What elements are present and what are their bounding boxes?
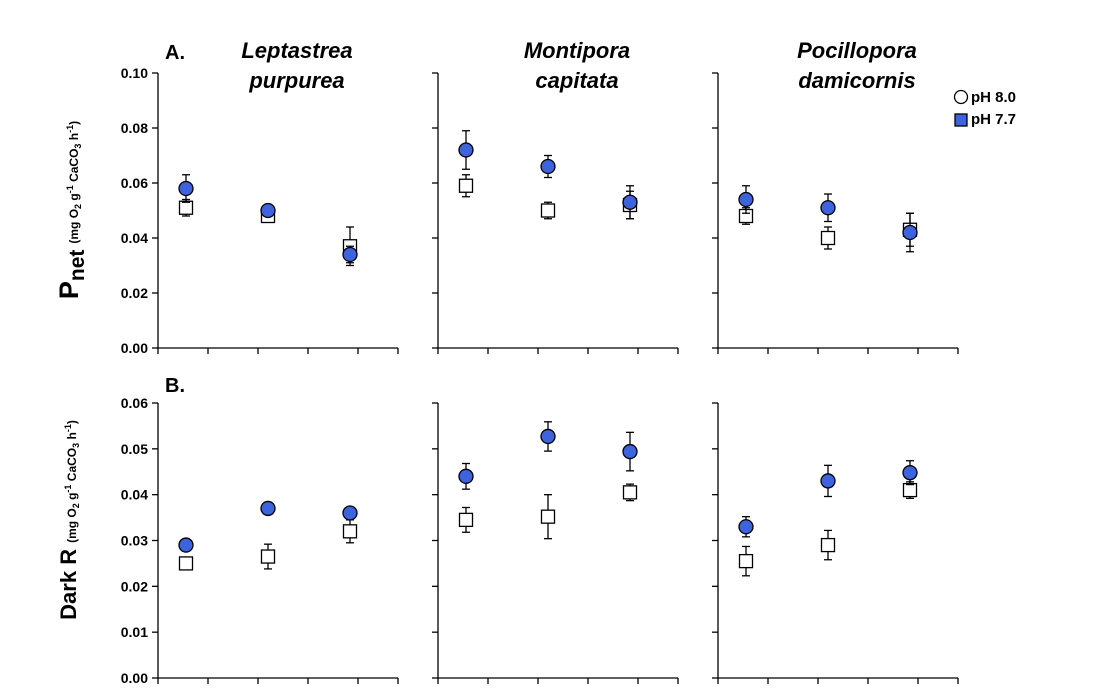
y-tick-label: 0.04 xyxy=(121,230,148,246)
row-a: 0.00 0.02 0.04 0.06 0.08 0.10 xyxy=(121,65,959,356)
y-tick-label: 0.00 xyxy=(121,670,148,686)
svg-text:Dark R(mg O2 g-1 CaCO3 h-1): Dark R (mg O2 g-1 CaCO3 h-1) xyxy=(56,420,81,620)
open-point xyxy=(540,203,556,218)
y-tick-label: 0.03 xyxy=(121,533,148,549)
species-title-1-epithet: purpurea xyxy=(248,68,344,93)
filled-point xyxy=(260,202,276,219)
species-title-3: Pocillopora damicornis xyxy=(797,38,917,93)
filled-point xyxy=(738,519,754,535)
open-point xyxy=(260,549,276,564)
filled-point xyxy=(342,246,358,263)
y-tick-label: 0.00 xyxy=(121,340,148,356)
legend-filled-label: pH 7.7 xyxy=(971,111,1016,128)
filled-point xyxy=(738,191,754,208)
open-point xyxy=(738,553,754,569)
y-axis-title-b: Dark R (mg O2 g-1 CaCO3 h-1) xyxy=(56,420,81,620)
panel-a-2 xyxy=(432,72,679,354)
species-title-1: Leptastrea purpurea xyxy=(241,38,352,93)
open-point xyxy=(540,509,556,524)
filled-point xyxy=(902,224,918,241)
y-tick-label: 0.04 xyxy=(121,487,148,503)
species-title-3-genus: Pocillopora xyxy=(797,38,917,63)
panel-b-3 xyxy=(712,402,959,684)
filled-point xyxy=(820,473,836,489)
panel-a-3 xyxy=(712,72,959,354)
species-title-2-genus: Montipora xyxy=(524,38,630,63)
panel-b-2 xyxy=(432,402,679,684)
filled-point xyxy=(820,200,836,216)
y-tick-label: 0.08 xyxy=(121,120,148,136)
filled-point xyxy=(622,443,638,460)
filled-point xyxy=(622,194,638,210)
y-tick-label: 0.02 xyxy=(121,285,148,301)
y-axis-a-main: P xyxy=(54,281,84,299)
y-axis-b-main: Dark R xyxy=(56,549,81,620)
open-point xyxy=(458,178,474,193)
panel-a-1: 0.00 0.02 0.04 0.06 0.08 0.10 xyxy=(121,65,399,356)
open-point xyxy=(622,485,638,500)
filled-point xyxy=(540,158,556,175)
legend-open-label: pH 8.0 xyxy=(971,89,1016,106)
open-point xyxy=(178,556,194,571)
open-point xyxy=(820,230,836,246)
legend-open-marker xyxy=(953,89,969,105)
y-axis-b-units: (mg O2 g-1 CaCO3 h-1) xyxy=(63,420,81,543)
open-point xyxy=(458,512,474,528)
plot-area: 0.00 0.02 0.04 0.06 0.08 0.10 0.00 0.01 0.02 0.03… xyxy=(121,65,959,686)
filled-point xyxy=(458,468,474,484)
y-tick-label: 0.05 xyxy=(121,441,148,457)
y-axis-a-units: (mg O2 g-1 CaCO3 h-1) xyxy=(65,121,83,244)
open-point xyxy=(178,200,194,215)
species-title-1-genus: Leptastrea xyxy=(241,38,352,63)
filled-point xyxy=(540,428,556,445)
open-point xyxy=(902,482,918,498)
panel-label-a: A. xyxy=(165,42,185,64)
filled-point xyxy=(458,142,474,158)
open-point xyxy=(820,537,836,553)
filled-point xyxy=(260,500,276,517)
species-title-2: Montipora capitata xyxy=(524,38,630,93)
y-axis-a-sub: net xyxy=(66,250,89,282)
panel-b-1: 0.00 0.01 0.02 0.03 0.04 0.05 0.06 xyxy=(121,395,399,686)
legend: pH 8.0 pH 7.7 xyxy=(953,89,1016,128)
y-tick-label: 0.06 xyxy=(121,175,148,191)
legend-filled-marker xyxy=(954,113,968,127)
filled-point xyxy=(178,180,194,197)
species-title-3-epithet: damicornis xyxy=(798,68,915,93)
y-tick-label: 0.01 xyxy=(121,624,148,640)
filled-point xyxy=(902,465,918,481)
filled-point xyxy=(342,505,358,521)
open-point xyxy=(342,524,358,539)
row-b: 0.00 0.01 0.02 0.03 0.04 0.05 0.06 xyxy=(121,395,959,686)
y-axis-title-a: Pnet (mg O2 g-1 CaCO3 h-1) xyxy=(54,121,89,299)
y-tick-label: 0.02 xyxy=(121,578,148,594)
y-tick-label: 0.10 xyxy=(121,65,148,81)
species-title-2-epithet: capitata xyxy=(535,68,618,93)
y-tick-label: 0.06 xyxy=(121,395,148,411)
filled-point xyxy=(178,537,194,553)
svg-text:Pnet(mg O2 g-1 CaCO3 h-1): Pnet (mg O2 g-1 CaCO3 h-1) xyxy=(54,121,89,299)
panel-label-b: B. xyxy=(165,375,185,397)
